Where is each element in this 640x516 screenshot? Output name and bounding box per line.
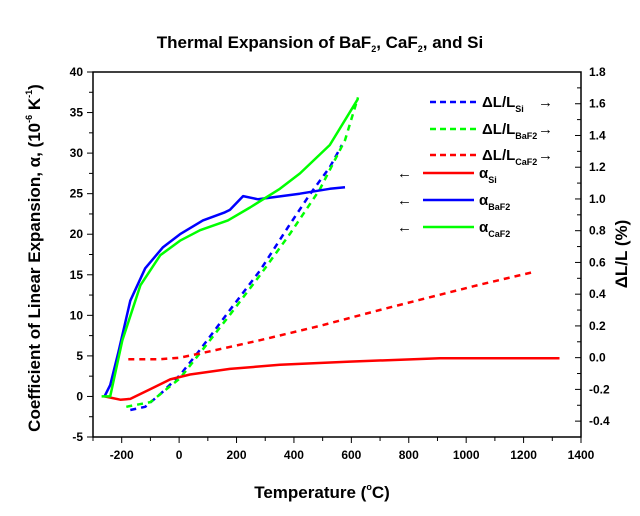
y-left-tick-label: 40 bbox=[70, 65, 84, 79]
legend-label: αCaF2 bbox=[479, 219, 510, 239]
legend-label-main: ΔL/L bbox=[482, 147, 515, 164]
x-axis: -200 0 200 400 600 800 1000 1200 1400 bbox=[92, 437, 595, 462]
y-label-part: Coefficient of Linear Expansion, α, (10 bbox=[25, 123, 44, 432]
legend-label-main: α bbox=[479, 165, 489, 182]
title-sub: 2 bbox=[371, 44, 376, 54]
legend-label-main: α bbox=[479, 219, 489, 236]
y-right-tick-label: 0.6 bbox=[589, 255, 606, 269]
y-axis-right: -0.4 -0.2 0.0 0.2 0.4 0.6 0.8 1.0 1.2 1.4 1.6 1.8 bbox=[575, 65, 610, 438]
legend-label-main: ΔL/L bbox=[482, 121, 515, 138]
title-sub: 2 bbox=[418, 44, 423, 54]
x-tick-label: 200 bbox=[227, 448, 247, 462]
y-right-tick-label: 0.0 bbox=[589, 351, 606, 365]
legend-label-main: α bbox=[479, 192, 489, 209]
series-line--l-l-caf2 bbox=[128, 270, 534, 361]
legend-label-sub: CaF2 bbox=[515, 157, 537, 167]
x-tick-label: 800 bbox=[399, 448, 419, 462]
x-label-part: Temperature ( bbox=[254, 483, 366, 502]
y-left-tick-label: 25 bbox=[70, 187, 84, 201]
arrow-right-icon: → bbox=[538, 147, 553, 164]
y-axis-left-label: Coefficient of Linear Expansion, α, (10-… bbox=[24, 84, 44, 432]
y-left-tick-label: 15 bbox=[70, 268, 84, 282]
x-label-sup: o bbox=[366, 482, 372, 492]
y-label-sup: -6 bbox=[24, 115, 34, 123]
title-part: , and Si bbox=[423, 33, 483, 52]
legend-label: αBaF2 bbox=[479, 192, 510, 212]
y-right-tick-label: 0.4 bbox=[589, 287, 606, 301]
y-right-tick-label: 0.8 bbox=[589, 224, 606, 238]
x-tick-label: 1200 bbox=[510, 448, 537, 462]
legend-label-sub: CaF2 bbox=[488, 229, 510, 239]
series-layer bbox=[101, 97, 560, 412]
legend-label: ΔL/LBaF2 bbox=[482, 121, 537, 141]
series-line--si bbox=[104, 357, 560, 401]
y-right-tick-label: 1.4 bbox=[589, 128, 606, 142]
y-left-tick-label: 0 bbox=[76, 389, 83, 403]
y-right-tick-label: 1.6 bbox=[589, 97, 606, 111]
x-label-part: C) bbox=[372, 483, 390, 502]
y-axis-left: -5 0 5 10 15 20 25 30 35 40 bbox=[70, 65, 93, 444]
legend-label: ΔL/LCaF2 bbox=[482, 147, 537, 167]
y-right-tick-label: 1.0 bbox=[589, 192, 606, 206]
y-right-tick-label: -0.2 bbox=[589, 382, 610, 396]
legend-label-sub: Si bbox=[488, 175, 497, 185]
y-label-part: K bbox=[25, 97, 44, 115]
series-line--caf2 bbox=[101, 98, 360, 398]
arrow-right-icon: → bbox=[538, 121, 553, 138]
x-tick-label: 400 bbox=[284, 448, 304, 462]
arrow-left-icon: ← bbox=[397, 165, 412, 182]
y-label-part: ) bbox=[25, 84, 44, 90]
y-right-tick-label: -0.4 bbox=[589, 414, 610, 428]
legend-label-sub: BaF2 bbox=[488, 202, 510, 212]
legend: ΔL/LSi →ΔL/LBaF2 →ΔL/LCaF2 →αSi←αBaF2←αCaF2… bbox=[397, 94, 553, 239]
arrow-left-icon: ← bbox=[397, 192, 412, 209]
y-right-tick-label: 1.8 bbox=[589, 65, 606, 79]
y-left-tick-label: 30 bbox=[70, 146, 84, 160]
series-line--baf2 bbox=[103, 185, 346, 397]
legend-label-sub: BaF2 bbox=[515, 131, 537, 141]
x-axis-label: Temperature (oC) bbox=[254, 482, 390, 502]
y-left-tick-label: 20 bbox=[70, 227, 84, 241]
legend-label: ΔL/LSi bbox=[482, 94, 524, 114]
y-label-sup: -1 bbox=[24, 90, 34, 98]
y-right-tick-label: 0.2 bbox=[589, 319, 606, 333]
y-left-tick-label: 35 bbox=[70, 106, 84, 120]
series-line--l-l-baf2 bbox=[126, 97, 360, 409]
y-right-tick-label: 1.2 bbox=[589, 160, 606, 174]
series-line--l-l-si bbox=[130, 144, 343, 412]
x-tick-label: 1400 bbox=[568, 448, 595, 462]
x-tick-label: 1000 bbox=[453, 448, 480, 462]
y-left-tick-label: 5 bbox=[76, 349, 83, 363]
x-tick-label: 600 bbox=[341, 448, 361, 462]
y-axis-right-label: ΔL/L (%) bbox=[612, 220, 631, 289]
arrow-right-icon: → bbox=[538, 94, 553, 111]
title-part: Thermal Expansion of BaF bbox=[157, 33, 371, 52]
x-tick-label: 0 bbox=[176, 448, 183, 462]
x-tick-label: -200 bbox=[110, 448, 134, 462]
arrow-left-icon: ← bbox=[397, 219, 412, 236]
y-left-tick-label: -5 bbox=[72, 430, 83, 444]
legend-label-sub: Si bbox=[515, 104, 524, 114]
title-part: , CaF bbox=[376, 33, 418, 52]
y-left-tick-label: 10 bbox=[70, 308, 84, 322]
chart-title: Thermal Expansion of BaF2, CaF2, and Si bbox=[157, 33, 484, 54]
legend-label: αSi bbox=[479, 165, 497, 185]
legend-label-main: ΔL/L bbox=[482, 94, 515, 111]
